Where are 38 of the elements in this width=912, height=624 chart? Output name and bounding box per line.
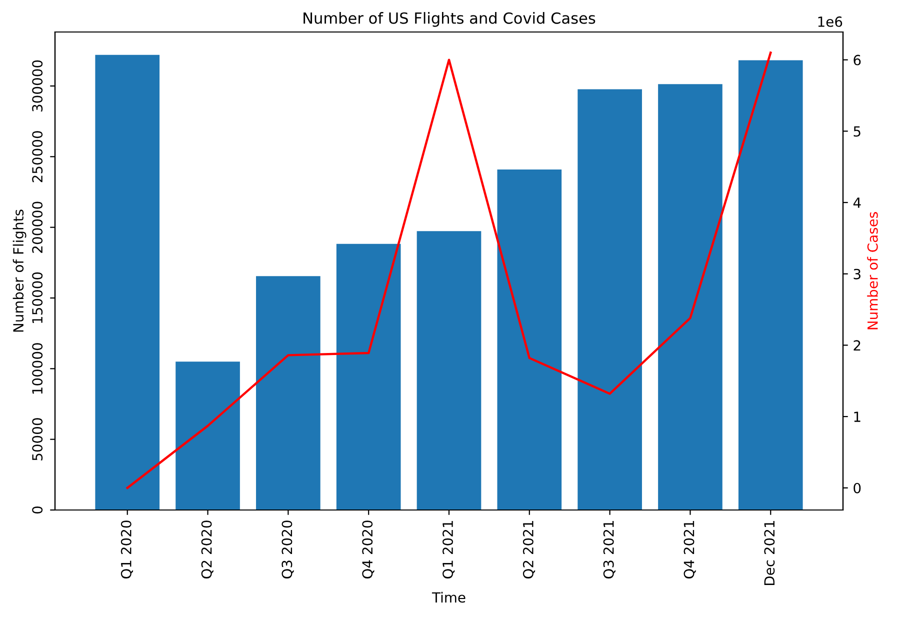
y-tick-label: 150000 [32, 272, 43, 323]
bar [176, 362, 240, 510]
y2-tick-label: 6 [854, 54, 861, 66]
y2-tick-label: 2 [854, 340, 860, 350]
x-tick-label: Q2 2021 [522, 521, 536, 578]
x-tick-label: Dec 2021 [764, 521, 775, 585]
bar [738, 60, 803, 510]
y2-tick-label: 3 [854, 268, 860, 280]
y2-axis-title: Number of Cases [867, 212, 878, 330]
bar [497, 170, 562, 510]
y-tick-label: 300000 [32, 60, 43, 112]
bar [256, 276, 320, 510]
y2-tick-label: 1 [854, 412, 860, 422]
line-series [126, 52, 772, 489]
x-tick-label: Q4 2020 [362, 520, 374, 578]
x-tick-label: Q2 2020 [201, 520, 214, 578]
x-tick-label: Q3 2021 [603, 521, 616, 578]
chart-title: Number of US Flights and Covid Cases [304, 12, 596, 27]
y-tick-label: 200000 [32, 202, 43, 253]
bar [658, 84, 722, 510]
bar [416, 231, 482, 510]
y-tick-label: 100000 [32, 343, 43, 394]
x-tick-label: Q1 2020 [120, 520, 133, 578]
y2-tick-label: 0 [854, 482, 861, 494]
y-tick-label: 50000 [32, 418, 43, 460]
y-tick-label: 0 [32, 506, 43, 514]
bar [578, 89, 642, 510]
bar [336, 244, 401, 510]
x-tick-label: Q1 2021 [442, 521, 455, 578]
y2-tick-label: 4 [853, 198, 861, 208]
x-tick-label: Q3 2020 [282, 520, 294, 578]
x-tick-label: Q4 2021 [684, 521, 696, 578]
text: 1e6 [818, 16, 842, 27]
y-axis-title: Number of Flights [12, 210, 26, 332]
x-axis-title: Time [432, 592, 466, 603]
y-tick-label: 250000 [32, 131, 43, 182]
bar [95, 54, 160, 510]
y2-tick-label: 5 [854, 126, 860, 137]
